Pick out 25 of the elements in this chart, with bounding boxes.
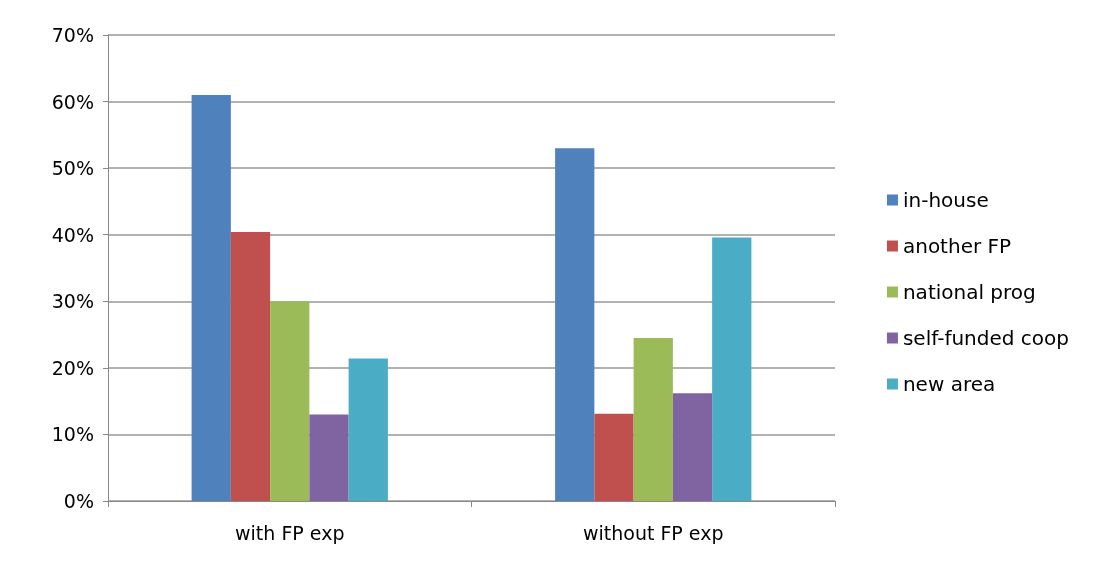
bar — [712, 237, 752, 501]
y-tick-label: 30% — [51, 290, 94, 313]
x-tick-label: with FP exp — [235, 521, 345, 544]
bar — [309, 414, 349, 501]
y-tick-label: 50% — [51, 157, 94, 180]
legend-label: another FP — [902, 234, 1012, 258]
bar — [191, 94, 231, 501]
bar — [672, 393, 713, 501]
bar — [348, 358, 388, 501]
bar — [633, 337, 673, 501]
legend-label: new area — [902, 372, 996, 396]
y-tick-label: 0% — [63, 490, 94, 512]
bar — [594, 413, 634, 501]
legend-label: in-house — [902, 188, 989, 212]
bar — [555, 148, 595, 501]
y-tick-label: 60% — [51, 90, 94, 113]
y-tick-label: 70% — [51, 24, 94, 46]
bar — [270, 301, 310, 501]
x-tick-label: without FP exp — [582, 521, 724, 544]
y-tick-label: 10% — [51, 423, 94, 446]
y-tick-label: 40% — [51, 223, 94, 246]
bar — [230, 232, 271, 501]
legend-label: self-funded coop — [902, 326, 1070, 350]
y-tick-label: 20% — [51, 356, 94, 379]
legend-label: national prog — [902, 280, 1036, 304]
